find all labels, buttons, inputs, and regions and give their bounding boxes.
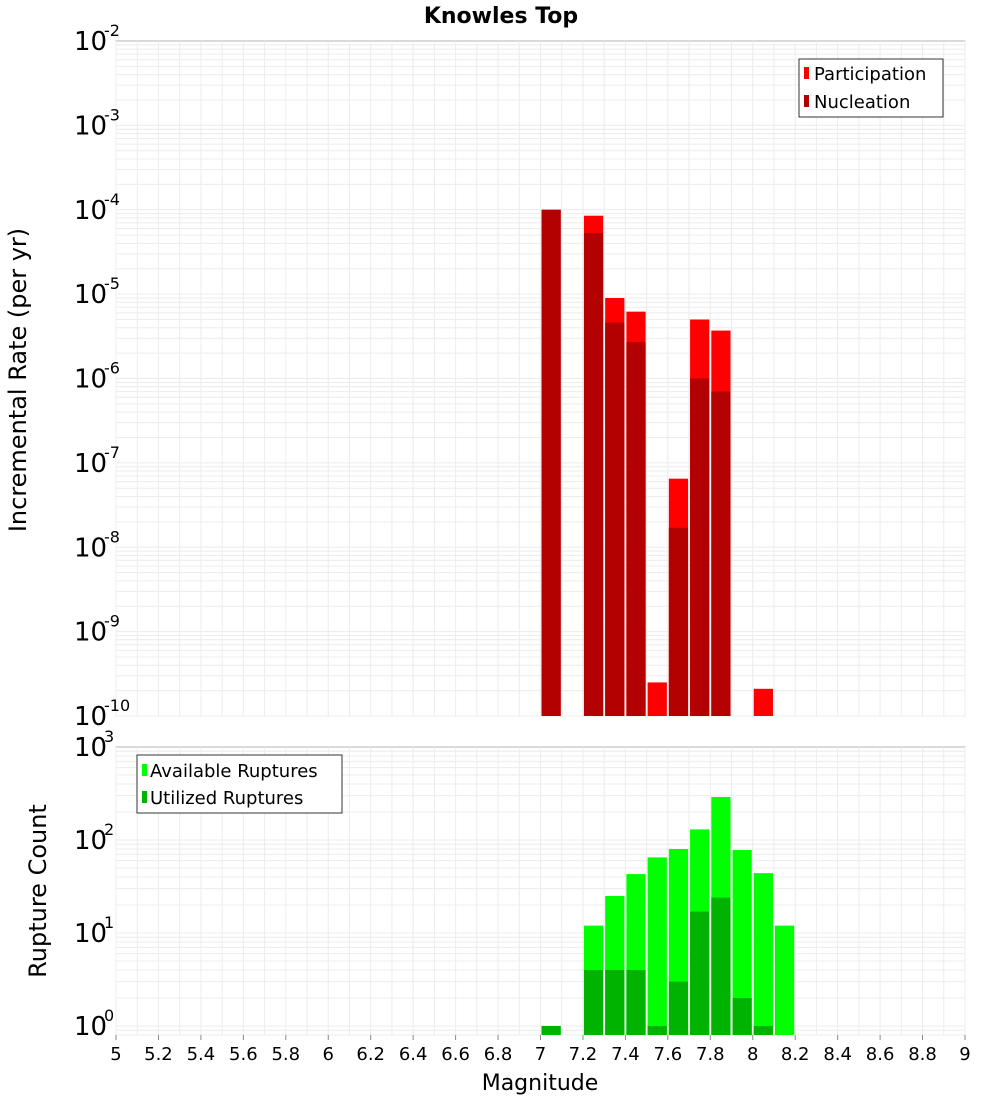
count-bar-available-ruptures (732, 850, 752, 1035)
rate-bar-participation (753, 688, 773, 716)
rate-y-tick-exponent: -8 (104, 527, 120, 546)
x-tick-label: 7.2 (569, 1044, 598, 1065)
x-tick-label: 8 (747, 1044, 758, 1065)
rate-y-tick-exponent: -10 (104, 696, 130, 715)
count-bar-utilized-ruptures (583, 969, 604, 1035)
x-tick-label: 6 (323, 1044, 334, 1065)
count-legend-label-utilized: Utilized Ruptures (150, 788, 303, 809)
count-legend-swatch-available (142, 764, 147, 776)
x-tick-label: 8.2 (781, 1044, 810, 1065)
x-tick-label: 6.8 (484, 1044, 513, 1065)
count-bar-utilized-ruptures (690, 911, 710, 1035)
rate-y-tick-exponent: -2 (104, 21, 120, 40)
count-y-tick-label: 10 (74, 919, 107, 949)
count-y-tick-label: 10 (74, 733, 107, 763)
rate-y-tick-label: 10 (74, 618, 107, 648)
rate-bars (541, 209, 773, 717)
rate-y-tick-exponent: -7 (104, 443, 120, 462)
rate-bar-nucleation (711, 391, 731, 716)
count-legend-label-available: Available Ruptures (150, 761, 318, 782)
count-bar-utilized-ruptures (668, 981, 689, 1035)
rate-bar-nucleation (690, 378, 710, 716)
rate-grid (115, 41, 966, 717)
x-axis-label: Magnitude (482, 1071, 599, 1096)
x-tick-label: 6.6 (441, 1044, 470, 1065)
x-tick-label: 6.2 (356, 1044, 385, 1065)
rate-legend-swatch-participation (804, 67, 809, 79)
count-y-tick-exponent: 0 (104, 1006, 114, 1025)
count-bar-utilized-ruptures (647, 1025, 667, 1035)
x-tick-label: 8.6 (866, 1044, 895, 1065)
count-bar-available-ruptures (774, 925, 795, 1035)
rate-bar-nucleation (668, 527, 689, 716)
x-tick-label: 5.8 (271, 1044, 300, 1065)
x-tick-label: 7.8 (696, 1044, 725, 1065)
rate-bar-participation (647, 682, 667, 716)
rate-y-tick-exponent: -9 (104, 612, 120, 631)
rate-legend: Participation Nucleation (798, 58, 944, 118)
count-y-tick-exponent: 1 (104, 913, 114, 932)
x-tick-label: 6.4 (399, 1044, 428, 1065)
count-bar-utilized-ruptures (541, 1025, 561, 1035)
count-bar-utilized-ruptures (732, 997, 752, 1035)
count-bar-available-ruptures (647, 857, 667, 1035)
x-tick-label: 8.8 (908, 1044, 937, 1065)
count-y-tick-exponent: 3 (104, 727, 114, 746)
count-legend-box (136, 754, 343, 814)
chart-title: Knowles Top (424, 4, 578, 29)
x-tick-label: 9 (959, 1044, 970, 1065)
count-legend: Available Ruptures Utilized Ruptures (136, 754, 343, 814)
x-tick-label: 5.4 (187, 1044, 216, 1065)
count-bar-available-ruptures (753, 873, 773, 1035)
rate-y-tick-exponent: -5 (104, 274, 120, 293)
rate-y-tick-label: 10 (74, 196, 107, 226)
count-legend-swatch-utilized (142, 791, 147, 803)
rate-y-tick-exponent: -3 (104, 105, 120, 124)
count-bar-utilized-ruptures (626, 969, 646, 1035)
rate-y-tick-label: 10 (74, 449, 107, 479)
count-x-ticks: 5 5.2 5.4 5.6 5.8 6 6.2 6.4 6.6 6.8 7 7.2 7.4 7.6 7.8 8… (110, 1035, 971, 1065)
x-tick-label: 7.4 (611, 1044, 640, 1065)
x-tick-label: 5 (110, 1044, 121, 1065)
count-y-tick-exponent: 2 (104, 820, 114, 839)
rate-bar-nucleation (626, 342, 646, 716)
rate-y-tick-exponent: -6 (104, 359, 120, 378)
rate-legend-label-nucleation: Nucleation (814, 92, 910, 113)
x-tick-label: 7.6 (654, 1044, 683, 1065)
rate-y-tick-label: 10 (74, 111, 107, 141)
rate-bar-nucleation (541, 209, 561, 716)
rate-legend-label-participation: Participation (814, 64, 926, 85)
rate-bar-nucleation (583, 233, 604, 716)
rate-y-tick-exponent: -4 (104, 190, 120, 209)
rate-y-tick-label: 10 (74, 27, 107, 57)
count-bar-utilized-ruptures (605, 969, 625, 1035)
x-tick-label: 5.2 (144, 1044, 173, 1065)
x-tick-label: 5.6 (229, 1044, 258, 1065)
rate-legend-swatch-nucleation (804, 95, 809, 107)
count-bar-utilized-ruptures (753, 1025, 773, 1035)
rate-y-tick-label: 10 (74, 365, 107, 395)
count-bar-utilized-ruptures (711, 897, 731, 1035)
x-tick-label: 7 (535, 1044, 546, 1065)
x-tick-label: 8.4 (823, 1044, 852, 1065)
rate-y-tick-label: 10 (74, 280, 107, 310)
count-y-tick-label: 10 (74, 1012, 107, 1042)
rate-y-axis-label: Incremental Rate (per yr) (4, 228, 32, 532)
count-grid (115, 747, 966, 1036)
count-y-tick-label: 10 (74, 826, 107, 856)
rate-y-tick-label: 10 (74, 533, 107, 563)
rate-y-tick-label: 10 (74, 702, 107, 732)
count-bars (541, 796, 795, 1035)
count-y-axis-label: Rupture Count (24, 804, 52, 978)
rate-legend-box (798, 58, 944, 118)
rate-bar-nucleation (605, 322, 625, 716)
